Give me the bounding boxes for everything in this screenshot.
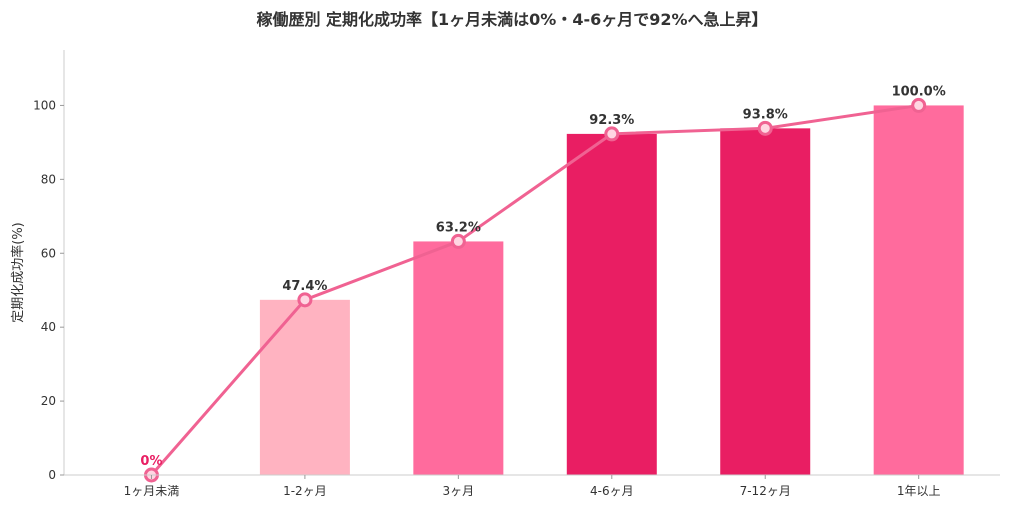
y-tick-label: 20 <box>41 394 56 408</box>
trend-point-2 <box>297 292 313 308</box>
trend-point-5 <box>757 120 773 136</box>
data-label-1: 0% <box>140 454 162 469</box>
x-tick-label: 7-12ヶ月 <box>740 484 791 498</box>
data-label-6: 100.0% <box>892 84 946 99</box>
y-tick-label: 60 <box>41 246 56 260</box>
y-tick-label: 40 <box>41 320 56 334</box>
bar-4 <box>566 133 657 476</box>
data-label-4: 92.3% <box>589 113 634 128</box>
chart-title: 稼働歴別 定期化成功率【1ヶ月未満は0%・4-6ヶ月で92%へ急上昇】 <box>256 10 768 29</box>
x-tick-label: 1ヶ月未満 <box>124 484 180 498</box>
bar-6 <box>873 105 964 475</box>
x-tick-label: 1-2ヶ月 <box>283 484 327 498</box>
trend-point-6 <box>911 97 927 113</box>
data-label-5: 93.8% <box>743 107 788 122</box>
y-tick-label: 80 <box>41 172 56 186</box>
y-axis-title: 定期化成功率(%) <box>10 222 26 323</box>
trend-line <box>150 103 919 476</box>
bar-2 <box>259 299 350 475</box>
trend-point-3 <box>450 233 466 249</box>
y-tick-label: 0 <box>48 468 56 482</box>
x-tick-label: 3ヶ月 <box>443 484 475 498</box>
bar-3 <box>413 241 504 475</box>
bar-5 <box>720 128 811 475</box>
y-tick-label: 100 <box>33 98 56 112</box>
trend-point-4 <box>604 126 620 142</box>
x-tick-label: 1年以上 <box>897 484 941 498</box>
data-label-2: 47.4% <box>282 279 327 294</box>
x-tick-label: 4-6ヶ月 <box>590 484 634 498</box>
data-label-3: 63.2% <box>436 220 481 235</box>
